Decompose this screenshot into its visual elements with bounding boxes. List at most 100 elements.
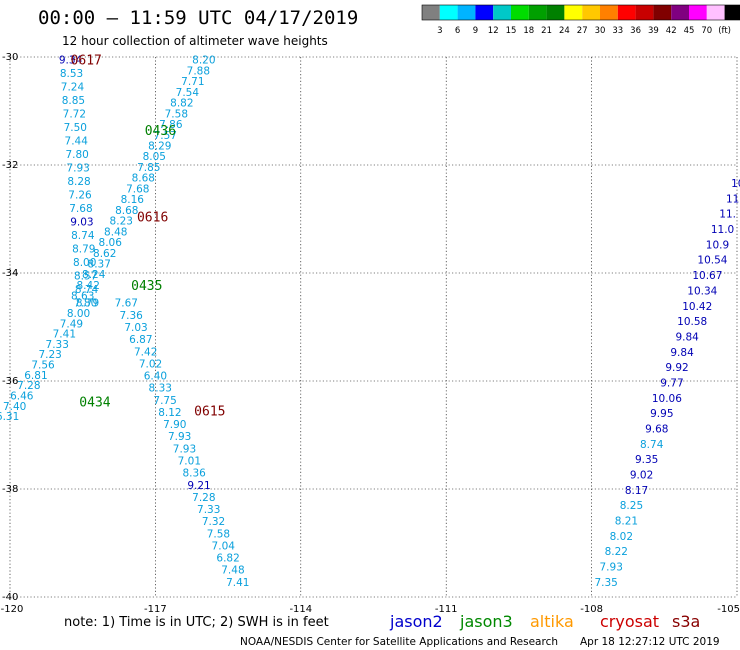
wave-height-value: 10.42 [682, 301, 712, 313]
y-tick-label: -36 [2, 376, 18, 387]
wave-height-value: 7.68 [126, 183, 149, 195]
satellite-name: jason3 [459, 612, 513, 631]
wave-height-value: 10.58 [677, 316, 707, 328]
legend-label: 12 [488, 26, 499, 36]
wave-height-value: 9.21 [187, 480, 210, 492]
wave-height-value: 7.85 [137, 162, 160, 174]
legend-swatch [724, 5, 740, 20]
wave-height-value: 8.63 [71, 291, 94, 303]
wave-height-value: 8.82 [170, 98, 193, 110]
wave-height-value: 7.02 [139, 358, 162, 370]
legend-label: 18 [523, 26, 534, 36]
wave-height-value: 7.03 [124, 322, 147, 334]
legend-label: 15 [506, 26, 517, 36]
wave-height-value: 8.33 [149, 383, 172, 395]
footnote: note: 1) Time is in UTC; 2) SWH is in fe… [64, 615, 329, 630]
wave-height-value: 9.35 [635, 454, 658, 466]
wave-height-value: 10.06 [652, 393, 682, 405]
wave-height-value: 7.32 [202, 516, 225, 528]
wave-height-value: 7.33 [46, 339, 69, 351]
satellite-name: jason2 [389, 612, 443, 631]
legend-label: 24 [559, 26, 570, 36]
wave-height-value: 10.54 [697, 255, 727, 267]
legend-label: 6 [455, 26, 460, 36]
wave-height-value: 8.25 [620, 500, 643, 512]
wave-height-value: 9.68 [645, 423, 668, 435]
wave-height-value: 7.67 [115, 298, 138, 310]
wave-height-value: 7.93 [600, 562, 623, 574]
wave-height-value: 8.62 [93, 248, 116, 260]
wave-height-value: 7.26 [68, 190, 92, 202]
wave-height-value: 7.41 [53, 329, 76, 341]
legend-swatch [689, 5, 707, 20]
wave-height-value: 7.58 [165, 108, 188, 120]
wave-height-value: 10.67 [692, 270, 722, 282]
wave-height-value: 8.36 [182, 468, 206, 480]
wave-height-value: 7.28 [192, 492, 215, 504]
wave-height-value: 7.54 [176, 87, 200, 99]
wave-height-value: 8.23 [110, 216, 133, 228]
wave-height-value: 11.0 [711, 224, 734, 236]
wave-height-value: 6.87 [129, 334, 152, 346]
wave-height-value: 7.93 [66, 163, 89, 175]
x-tick-label: -105 [717, 604, 740, 615]
legend-swatch [457, 5, 476, 20]
wave-height-value: 9.34 [59, 55, 83, 67]
legend-label: 42 [666, 26, 677, 36]
wave-height-value: 11 [726, 193, 739, 205]
x-tick-label: -117 [144, 604, 167, 615]
legend-swatch [671, 5, 689, 20]
wave-height-value: 10.34 [687, 285, 717, 297]
legend-label: 21 [541, 26, 552, 36]
pass-time-label: 0434 [79, 396, 110, 411]
legend-label: (ft) [718, 26, 731, 36]
wave-height-value: 11. [719, 209, 736, 221]
wave-height-value: 7.93 [173, 443, 196, 455]
wave-height-value: 7.90 [163, 419, 186, 431]
wave-height-value: 7.41 [226, 577, 249, 589]
wave-height-value: 7.93 [168, 431, 191, 443]
wave-height-value: 7.36 [119, 310, 143, 322]
pass-time-label: 0616 [137, 210, 168, 225]
wave-height-value: 8.68 [115, 205, 138, 217]
legend-swatch [617, 5, 636, 20]
wave-height-value: 7.33 [197, 504, 220, 516]
wave-height-value: 7.49 [60, 318, 83, 330]
axis-ticks: -30 -32 -34 -36 -38 -40-120 -117 -114 -111 -108 -1… [1, 52, 740, 615]
wave-height-value: 7.72 [63, 109, 86, 121]
wave-height-value: 8.53 [60, 68, 83, 80]
pass-time-label: 0617 [71, 54, 102, 69]
legend-swatch [564, 5, 583, 20]
wave-height-value: 9.84 [675, 331, 699, 343]
y-tick-label: -32 [2, 160, 18, 171]
wave-height-value: 10 [731, 178, 740, 190]
wave-height-value: 7.56 [31, 360, 55, 372]
legend-swatch [439, 5, 458, 20]
wave-height-value: 7.24 [61, 82, 85, 94]
legend-swatch [422, 5, 440, 20]
wave-height-value: 7.80 [65, 149, 88, 161]
wave-height-value: 8.42 [77, 280, 100, 292]
wave-height-value: 7.35 [594, 577, 617, 589]
wave-height-value: 9.77 [660, 377, 683, 389]
legend-label: 36 [630, 26, 641, 36]
wave-height-value: 8.48 [104, 226, 127, 238]
wave-height-value: 9.02 [630, 470, 653, 482]
wave-height-value: 8.85 [62, 95, 85, 107]
wave-height-value: 7.28 [17, 380, 40, 392]
legend-label: 30 [595, 26, 606, 36]
legend-swatch [706, 5, 725, 20]
wave-height-value: 8.79 [72, 244, 95, 256]
map-grid [9, 56, 738, 598]
wave-height-value: 9.92 [665, 362, 688, 374]
legend-label: 70 [701, 26, 712, 36]
wave-height-value: 7.58 [207, 528, 230, 540]
wave-height-value: 8.74 [640, 439, 664, 451]
legend-swatch [582, 5, 600, 20]
satellite-name: altika [530, 612, 574, 631]
wave-height-value: 8.17 [625, 485, 648, 497]
legend-swatch [493, 5, 511, 20]
wave-height-value: 6.82 [216, 553, 239, 565]
wave-height-value: 8.20 [192, 55, 215, 67]
legend-frame [421, 4, 740, 21]
